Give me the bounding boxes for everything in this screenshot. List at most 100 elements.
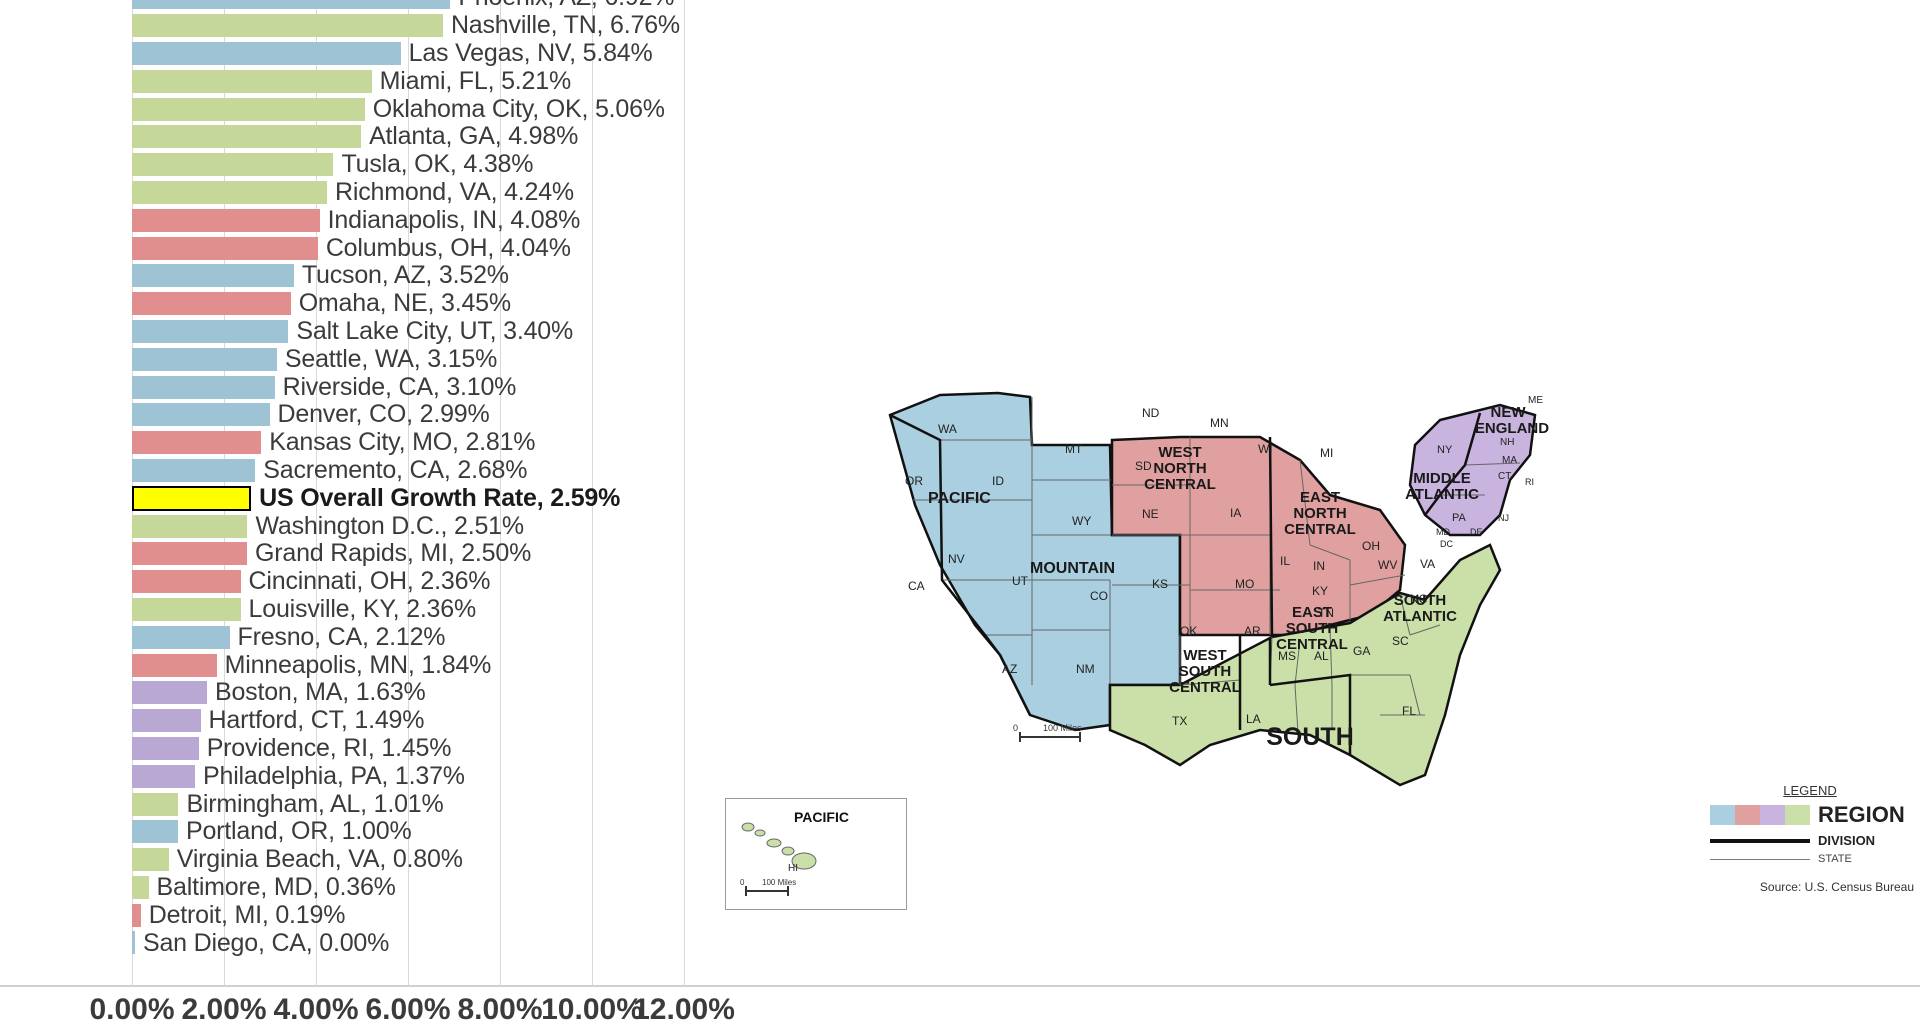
map-region-west: WEST PACIFIC MOUNTAIN WA OR CA NV ID MT … xyxy=(888,391,1182,732)
bar xyxy=(132,180,328,204)
bar-label: Riverside, CA, 3.10% xyxy=(282,372,517,401)
bar-label-value: 2.50% xyxy=(461,539,532,568)
bar xyxy=(132,292,291,316)
bar-label-category: Tusla, OK xyxy=(341,150,450,179)
bar xyxy=(132,97,365,121)
chart-bars: Phoenix, AZ, 6.92%Nashville, TN, 6.76%La… xyxy=(0,0,1920,957)
legend-swatch xyxy=(1785,805,1810,825)
gridline xyxy=(500,0,501,985)
bar-label-value: 4.38% xyxy=(463,150,534,179)
bar xyxy=(132,375,275,399)
bar-row: Denver, CO, 2.99% xyxy=(0,400,1920,429)
bar-label-category: Richmond, VA xyxy=(335,177,491,206)
bar-label: Sacremento, CA, 2.68% xyxy=(263,455,528,484)
map-state-id: ID xyxy=(992,474,1004,488)
map-label-south: SOUTH xyxy=(1266,723,1354,751)
bar-label: Providence, RI, 1.45% xyxy=(206,733,452,762)
inset-svg: HI 0 100 Miles xyxy=(740,822,817,896)
bar-label: US Overall Growth Rate, 2.59% xyxy=(259,483,621,512)
bar-label-category: Sacremento, CA xyxy=(263,455,444,484)
map-state-ct: CT xyxy=(1498,471,1511,482)
map-state-az: AZ xyxy=(1002,662,1017,676)
bar-label: Oklahoma City, OK, 5.06% xyxy=(372,94,665,123)
map-state-nc: NC xyxy=(1410,592,1428,606)
bar xyxy=(132,69,372,93)
bar xyxy=(132,41,401,65)
map-label-wsc-3: CENTRAL xyxy=(1169,679,1241,696)
bar-label: Kansas City, MO, 2.81% xyxy=(269,428,536,457)
inset-scale-zero: 0 xyxy=(740,878,745,887)
bar-row: Atlanta, GA, 4.98% xyxy=(0,122,1920,151)
map-state-wv: WV xyxy=(1378,558,1397,572)
map-label-esc-1: EAST xyxy=(1292,604,1332,621)
bar-label-category: Miami, FL xyxy=(379,66,488,95)
legend-division-line xyxy=(1710,838,1810,843)
bar-label-category: Grand Rapids, MI xyxy=(255,539,448,568)
bar-label-value: 3.15% xyxy=(427,344,498,373)
map-state-ok: OK xyxy=(1180,624,1197,638)
map-state-ne: NE xyxy=(1142,507,1159,521)
bar-label-value: 4.08% xyxy=(510,205,581,234)
legend-swatch xyxy=(1735,805,1760,825)
bar-label-value: 2.59% xyxy=(550,483,621,512)
axis-tick-label: 0.00% xyxy=(89,993,175,1026)
bar xyxy=(132,0,451,10)
bar xyxy=(132,736,199,760)
map-state-ny: NY xyxy=(1437,444,1453,456)
map-scale-label: 100 Miles xyxy=(1043,723,1082,733)
bar-label-category: Hartford, CT xyxy=(208,706,342,735)
map-state-ut: UT xyxy=(1012,574,1029,588)
bar xyxy=(132,681,207,705)
axis-tick-label: 12.00% xyxy=(633,993,735,1026)
map-state-il: IL xyxy=(1280,554,1290,568)
map-label-mountain: MOUNTAIN xyxy=(1030,560,1115,577)
map-label-wsc-2: SOUTH xyxy=(1179,663,1232,680)
bar-row: Washington D.C., 2.51% xyxy=(0,512,1920,540)
bar-label: Salt Lake City, UT, 3.40% xyxy=(296,316,574,345)
legend-division-label: DIVISION xyxy=(1818,833,1876,848)
bar-label-value: 3.40% xyxy=(503,316,574,345)
map-label-enc-3: CENTRAL xyxy=(1284,521,1356,538)
map-state-ia: IA xyxy=(1230,506,1241,520)
bar-label-category: Nashville, TN xyxy=(450,11,597,40)
bar-label: Phoenix, AZ, 6.92% xyxy=(458,0,674,12)
bar-label-category: Las Vegas, NV xyxy=(408,39,570,67)
axis-separator xyxy=(0,985,1920,987)
map-state-wa: WA xyxy=(938,422,957,436)
bar xyxy=(132,709,201,733)
bar-label: Detroit, MI, 0.19% xyxy=(148,900,346,929)
bar-label: Las Vegas, NV, 5.84% xyxy=(408,39,653,67)
inset-title: PACIFIC xyxy=(794,809,849,825)
bar-label-category: Salt Lake City, UT xyxy=(296,316,490,345)
bar-label: Minneapolis, MN, 1.84% xyxy=(224,650,492,679)
bar-label: San Diego, CA, 0.00% xyxy=(143,928,390,957)
bar-label-category: Omaha, NE xyxy=(298,289,428,318)
bar-label-category: Minneapolis, MN xyxy=(224,650,408,679)
bar-label-value: 1.00% xyxy=(341,817,412,846)
map-scale-bar: 0 100 Miles xyxy=(1013,723,1082,742)
map-state-nv: NV xyxy=(948,552,965,566)
map-state-nj: NJ xyxy=(1498,513,1509,523)
legend-row-state: STATE xyxy=(1710,853,1910,865)
bar-label: Boston, MA, 1.63% xyxy=(214,678,426,707)
bar xyxy=(132,542,247,566)
axis-tick-label: 2.00% xyxy=(181,993,267,1026)
bar-row: Nashville, TN, 6.76% xyxy=(0,11,1920,40)
bar xyxy=(132,514,248,538)
map-label-wnc-1: WEST xyxy=(1158,444,1201,461)
bar xyxy=(132,848,169,872)
hawaii-inset: PACIFIC HI 0 100 Miles xyxy=(725,798,907,910)
bar-label-value: 4.98% xyxy=(508,122,579,151)
map-state-fl: FL xyxy=(1402,704,1416,718)
map-state-wy: WY xyxy=(1072,514,1091,528)
map-state-ca: CA xyxy=(908,579,925,593)
bar-label-value: 2.81% xyxy=(465,428,536,457)
bar-label: Fresno, CA, 2.12% xyxy=(237,622,446,651)
bar-label-category: Tucson, AZ xyxy=(301,261,426,290)
bar-row: Tucson, AZ, 3.52% xyxy=(0,261,1920,290)
bar-label: Grand Rapids, MI, 2.50% xyxy=(255,539,532,568)
bar-row: Richmond, VA, 4.24% xyxy=(0,177,1920,207)
map-state-mn: MN xyxy=(1210,416,1229,430)
bar-label-value: 3.10% xyxy=(446,372,517,401)
bar-row: Oklahoma City, OK, 5.06% xyxy=(0,95,1920,123)
